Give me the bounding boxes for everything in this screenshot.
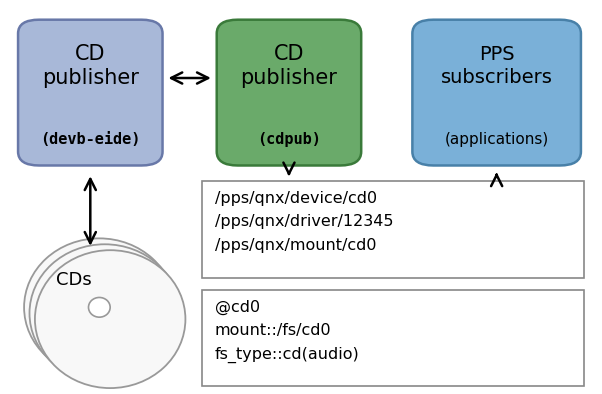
Text: CD
publisher: CD publisher	[241, 45, 337, 88]
Text: /pps/qnx/device/cd0
/pps/qnx/driver/12345
/pps/qnx/mount/cd0: /pps/qnx/device/cd0 /pps/qnx/driver/1234…	[215, 191, 394, 253]
Text: CD
publisher: CD publisher	[42, 45, 138, 88]
FancyBboxPatch shape	[202, 290, 584, 386]
FancyBboxPatch shape	[18, 20, 163, 165]
FancyBboxPatch shape	[202, 181, 584, 278]
Ellipse shape	[29, 244, 180, 382]
Text: @cd0
mount::/fs/cd0
fs_type::cd(audio): @cd0 mount::/fs/cd0 fs_type::cd(audio)	[215, 299, 359, 362]
FancyBboxPatch shape	[412, 20, 581, 165]
Text: (applications): (applications)	[444, 132, 549, 147]
Ellipse shape	[24, 238, 175, 376]
Text: PPS
subscribers: PPS subscribers	[441, 45, 553, 87]
Ellipse shape	[88, 297, 110, 317]
Text: (devb-eide): (devb-eide)	[40, 132, 140, 147]
FancyBboxPatch shape	[217, 20, 361, 165]
Text: (cdpub): (cdpub)	[257, 132, 321, 147]
Ellipse shape	[35, 250, 185, 388]
Text: CDs: CDs	[56, 271, 92, 289]
